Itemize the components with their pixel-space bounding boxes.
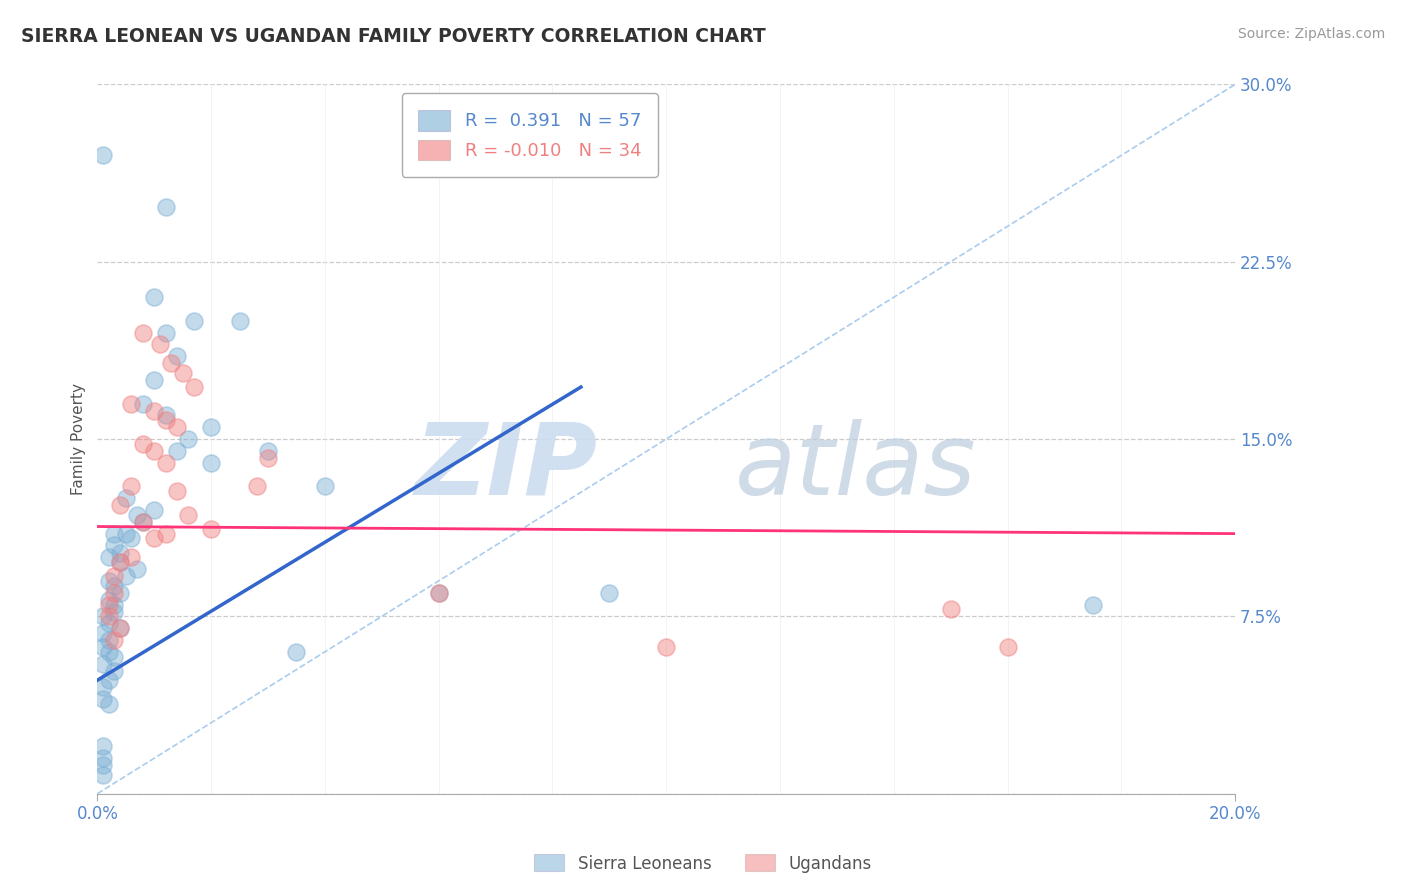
Point: [177, 432, 200, 446]
Point: [97, 598, 120, 612]
Point: [91, 739, 114, 754]
Point: [114, 526, 136, 541]
Point: [97, 550, 120, 565]
Point: [132, 326, 155, 340]
Point: [108, 498, 131, 512]
Legend: R =  0.391   N = 57, R = -0.010   N = 34: R = 0.391 N = 57, R = -0.010 N = 34: [402, 94, 658, 177]
Point: [114, 569, 136, 583]
Y-axis label: Family Poverty: Family Poverty: [72, 383, 86, 495]
Point: [427, 585, 450, 599]
Point: [166, 349, 188, 363]
Point: [228, 314, 250, 328]
Point: [655, 640, 678, 654]
Point: [177, 508, 200, 522]
Point: [121, 396, 143, 410]
Point: [132, 515, 155, 529]
Point: [121, 550, 143, 565]
Point: [143, 503, 166, 517]
Point: [91, 148, 114, 162]
Point: [108, 621, 131, 635]
Point: [108, 621, 131, 635]
Point: [91, 768, 114, 782]
Point: [127, 508, 149, 522]
Point: [97, 592, 120, 607]
Point: [91, 751, 114, 765]
Point: [103, 598, 125, 612]
Legend: Sierra Leoneans, Ugandans: Sierra Leoneans, Ugandans: [527, 847, 879, 880]
Text: atlas: atlas: [734, 419, 976, 516]
Point: [91, 657, 114, 671]
Point: [155, 526, 177, 541]
Point: [121, 532, 143, 546]
Point: [160, 356, 183, 370]
Point: [97, 616, 120, 631]
Point: [200, 420, 222, 434]
Point: [132, 437, 155, 451]
Point: [91, 692, 114, 706]
Point: [257, 450, 280, 465]
Point: [103, 605, 125, 619]
Point: [108, 585, 131, 599]
Point: [103, 632, 125, 647]
Point: [1081, 598, 1104, 612]
Point: [285, 645, 308, 659]
Point: [127, 562, 149, 576]
Point: [103, 585, 125, 599]
Point: [108, 555, 131, 569]
Point: [149, 337, 172, 351]
Point: [108, 545, 131, 559]
Point: [132, 396, 155, 410]
Point: [155, 200, 177, 214]
Point: [155, 456, 177, 470]
Point: [91, 626, 114, 640]
Point: [997, 640, 1019, 654]
Point: [97, 574, 120, 588]
Point: [257, 443, 280, 458]
Point: [200, 522, 222, 536]
Point: [103, 664, 125, 678]
Point: [155, 409, 177, 423]
Point: [172, 366, 194, 380]
Point: [155, 326, 177, 340]
Point: [246, 479, 269, 493]
Point: [114, 491, 136, 505]
Point: [183, 314, 205, 328]
Point: [103, 649, 125, 664]
Point: [97, 645, 120, 659]
Point: [91, 640, 114, 654]
Point: [314, 479, 336, 493]
Point: [200, 456, 222, 470]
Point: [97, 632, 120, 647]
Point: [121, 479, 143, 493]
Text: SIERRA LEONEAN VS UGANDAN FAMILY POVERTY CORRELATION CHART: SIERRA LEONEAN VS UGANDAN FAMILY POVERTY…: [21, 27, 766, 45]
Point: [97, 673, 120, 688]
Point: [103, 579, 125, 593]
Point: [143, 443, 166, 458]
Point: [143, 373, 166, 387]
Point: [427, 585, 450, 599]
Text: Source: ZipAtlas.com: Source: ZipAtlas.com: [1237, 27, 1385, 41]
Text: ZIP: ZIP: [415, 419, 598, 516]
Point: [91, 758, 114, 772]
Point: [166, 484, 188, 499]
Point: [143, 532, 166, 546]
Point: [166, 443, 188, 458]
Point: [598, 585, 620, 599]
Point: [91, 609, 114, 624]
Point: [108, 555, 131, 569]
Point: [166, 420, 188, 434]
Point: [91, 681, 114, 695]
Point: [103, 538, 125, 552]
Point: [97, 697, 120, 711]
Point: [939, 602, 962, 616]
Point: [103, 526, 125, 541]
Point: [132, 515, 155, 529]
Point: [143, 290, 166, 304]
Point: [183, 380, 205, 394]
Point: [155, 413, 177, 427]
Point: [97, 609, 120, 624]
Point: [103, 569, 125, 583]
Point: [143, 403, 166, 417]
